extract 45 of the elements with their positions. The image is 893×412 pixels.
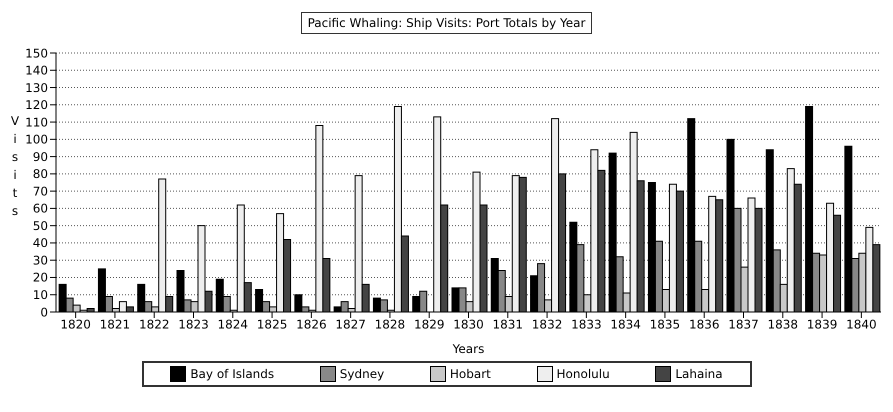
legend-label: Sydney <box>338 366 384 382</box>
y-axis-title: Visits <box>10 114 20 218</box>
y-tick-label: 120 <box>25 98 48 112</box>
y-tick-label: 130 <box>25 80 48 95</box>
x-tick-label: 1835 <box>650 318 680 332</box>
x-tick-label: 1830 <box>453 318 484 332</box>
x-tick-label: 1836 <box>688 318 720 332</box>
x-tick-label: 1839 <box>806 318 838 332</box>
x-tick-label: 1834 <box>610 318 641 332</box>
y-tick-label: 80 <box>32 167 48 182</box>
legend-label: Honolulu <box>556 366 610 382</box>
y-tick-label: 50 <box>32 218 48 233</box>
y-tick-label: 60 <box>32 202 48 216</box>
y-tick-label: 110 <box>25 115 48 130</box>
x-tick-label: 1826 <box>296 318 327 332</box>
y-tick-label: 140 <box>25 64 48 78</box>
x-axis-title: Years <box>452 342 484 356</box>
legend-label: Lahaina <box>674 366 723 382</box>
x-tick-label: 1824 <box>218 318 248 332</box>
x-tick-label: 1827 <box>335 318 366 332</box>
x-tick-label: 1832 <box>532 318 562 332</box>
y-tick-label: 40 <box>32 236 48 250</box>
y-tick-label: 10 <box>32 288 48 302</box>
x-tick-label: 1837 <box>728 318 759 332</box>
y-tick-label: 150 <box>25 46 48 60</box>
legend-label: Bay of Islands <box>189 366 274 382</box>
y-tick-label: 70 <box>32 184 48 198</box>
x-tick-label: 1838 <box>768 318 798 332</box>
x-tick-label: 1823 <box>178 318 209 332</box>
chart-title: Pacific Whaling: Ship Visits: Port Totals by Year <box>300 12 592 34</box>
x-tick-label: 1840 <box>846 318 877 332</box>
x-tick-label: 1833 <box>571 318 602 332</box>
x-tick-label: 1831 <box>492 318 524 332</box>
x-tick-label: 1829 <box>414 318 444 332</box>
x-tick-label: 1825 <box>256 318 288 332</box>
x-tick-label: 1820 <box>60 318 91 332</box>
x-tick-label: 1828 <box>374 318 406 332</box>
y-tick-label: 90 <box>32 150 48 164</box>
y-tick-label: 30 <box>32 253 48 268</box>
y-tick-label: 100 <box>25 132 48 147</box>
x-tick-label: 1822 <box>138 318 170 332</box>
x-tick-label: 1821 <box>100 318 130 332</box>
legend-label: Hobart <box>448 366 491 382</box>
y-tick-label: 0 <box>40 305 48 320</box>
y-tick-label: 20 <box>32 270 48 285</box>
